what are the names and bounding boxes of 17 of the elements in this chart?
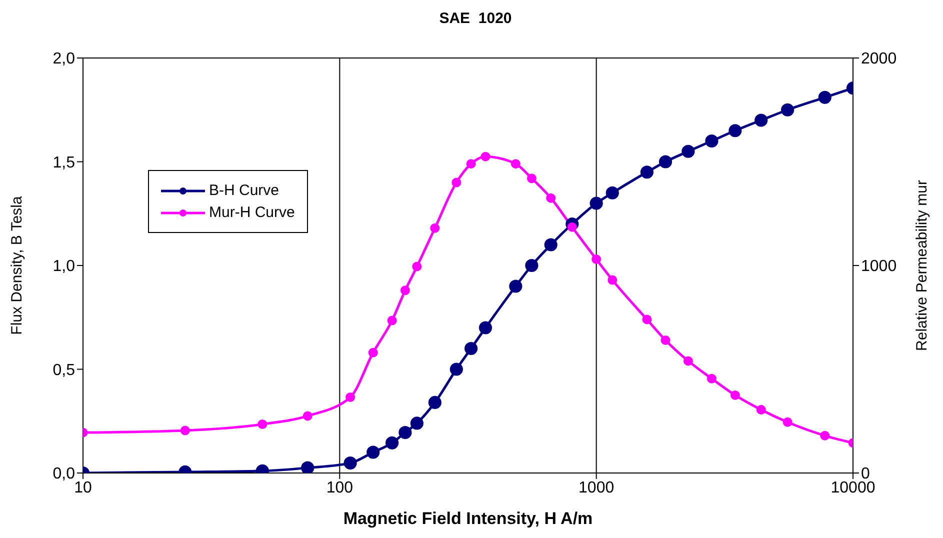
y-tick-label: 2,0 — [52, 50, 76, 68]
y2-tick-label: 1000 — [861, 258, 897, 276]
y-tick-label: 1,0 — [52, 258, 76, 276]
chart-title: SAE 1020 — [438, 10, 513, 27]
x-axis-title: Magnetic Field Intensity, H A/m — [343, 509, 593, 528]
y-tick-label: 0,0 — [52, 466, 76, 483]
y-tick-label: 0,5 — [52, 362, 76, 379]
x-tick-label: 10 — [74, 479, 92, 496]
y2-tick-label: 2000 — [861, 50, 897, 68]
y2-axis-title: Relative Permeability mur — [913, 180, 930, 351]
legend-label: Mur-H Curve — [209, 204, 295, 221]
legend-label: B-H Curve — [209, 182, 280, 199]
x-tick-label: 100 — [326, 479, 354, 496]
x-tick-label: 10000 — [830, 479, 876, 496]
y-axis-title: Flux Density, B Tesla — [8, 196, 26, 335]
y-tick-label: 1,5 — [52, 154, 76, 172]
x-tick-label: 1000 — [578, 479, 614, 496]
